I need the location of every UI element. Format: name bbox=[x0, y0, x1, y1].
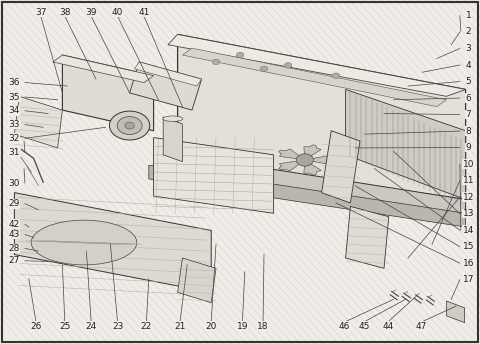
Polygon shape bbox=[346, 206, 389, 268]
Text: 21: 21 bbox=[174, 322, 186, 331]
Circle shape bbox=[117, 117, 142, 135]
Text: 47: 47 bbox=[416, 322, 427, 331]
Text: 38: 38 bbox=[59, 8, 71, 17]
Text: 29: 29 bbox=[9, 199, 20, 208]
Text: 22: 22 bbox=[141, 322, 152, 331]
Text: 3: 3 bbox=[466, 44, 471, 53]
Polygon shape bbox=[134, 62, 202, 86]
Polygon shape bbox=[158, 151, 466, 217]
Text: 27: 27 bbox=[9, 256, 20, 265]
Polygon shape bbox=[149, 165, 466, 227]
Text: 46: 46 bbox=[339, 322, 350, 331]
Polygon shape bbox=[168, 34, 466, 96]
Polygon shape bbox=[178, 258, 216, 303]
Text: 32: 32 bbox=[9, 134, 20, 143]
Text: 39: 39 bbox=[85, 8, 97, 17]
Text: 11: 11 bbox=[463, 176, 474, 185]
Polygon shape bbox=[163, 117, 182, 162]
Text: 17: 17 bbox=[463, 275, 474, 284]
Text: 19: 19 bbox=[237, 322, 248, 331]
Text: 37: 37 bbox=[35, 8, 47, 17]
Text: 13: 13 bbox=[463, 209, 474, 218]
Text: 2: 2 bbox=[466, 28, 471, 36]
Ellipse shape bbox=[163, 116, 183, 121]
Text: 23: 23 bbox=[112, 322, 123, 331]
Text: 5: 5 bbox=[466, 77, 471, 86]
Text: 14: 14 bbox=[463, 226, 474, 235]
Text: 40: 40 bbox=[112, 8, 123, 17]
Text: 4: 4 bbox=[466, 61, 471, 69]
Polygon shape bbox=[14, 96, 62, 148]
Polygon shape bbox=[446, 301, 465, 323]
Text: 8: 8 bbox=[466, 127, 471, 136]
Text: 24: 24 bbox=[85, 322, 97, 331]
Text: 16: 16 bbox=[463, 259, 474, 268]
Text: 41: 41 bbox=[138, 8, 150, 17]
Text: 28: 28 bbox=[9, 244, 20, 253]
Text: 33: 33 bbox=[9, 120, 20, 129]
Circle shape bbox=[109, 111, 150, 140]
Polygon shape bbox=[178, 34, 466, 200]
Circle shape bbox=[212, 59, 220, 65]
Text: 35: 35 bbox=[9, 93, 20, 101]
Text: 20: 20 bbox=[205, 322, 217, 331]
Circle shape bbox=[125, 122, 134, 129]
Polygon shape bbox=[322, 131, 360, 203]
Text: 26: 26 bbox=[30, 322, 42, 331]
Polygon shape bbox=[304, 160, 321, 175]
Polygon shape bbox=[346, 89, 466, 200]
Text: 31: 31 bbox=[9, 148, 20, 157]
Circle shape bbox=[236, 52, 244, 58]
Ellipse shape bbox=[31, 220, 137, 265]
Text: 36: 36 bbox=[9, 78, 20, 87]
Text: 43: 43 bbox=[9, 230, 20, 239]
Polygon shape bbox=[53, 55, 154, 83]
Circle shape bbox=[332, 73, 340, 78]
Text: 42: 42 bbox=[9, 220, 20, 229]
Polygon shape bbox=[154, 138, 274, 213]
Text: 34: 34 bbox=[9, 106, 20, 115]
Text: 45: 45 bbox=[358, 322, 370, 331]
Text: 9: 9 bbox=[466, 143, 471, 152]
Text: 25: 25 bbox=[59, 322, 71, 331]
Polygon shape bbox=[279, 160, 305, 171]
Polygon shape bbox=[130, 62, 202, 110]
Polygon shape bbox=[62, 55, 154, 131]
Polygon shape bbox=[279, 149, 305, 160]
Circle shape bbox=[284, 63, 292, 68]
Polygon shape bbox=[304, 145, 321, 160]
Text: 30: 30 bbox=[9, 179, 20, 187]
Text: 44: 44 bbox=[382, 322, 394, 331]
Circle shape bbox=[296, 154, 313, 166]
Polygon shape bbox=[305, 155, 336, 164]
Polygon shape bbox=[182, 48, 446, 107]
Text: 10: 10 bbox=[463, 160, 474, 169]
Polygon shape bbox=[14, 193, 211, 292]
Text: 7: 7 bbox=[466, 110, 471, 119]
Text: 18: 18 bbox=[257, 322, 269, 331]
Text: 6: 6 bbox=[466, 94, 471, 103]
Text: 1: 1 bbox=[466, 11, 471, 20]
Text: 12: 12 bbox=[463, 193, 474, 202]
Text: 15: 15 bbox=[463, 242, 474, 251]
Circle shape bbox=[260, 66, 268, 72]
